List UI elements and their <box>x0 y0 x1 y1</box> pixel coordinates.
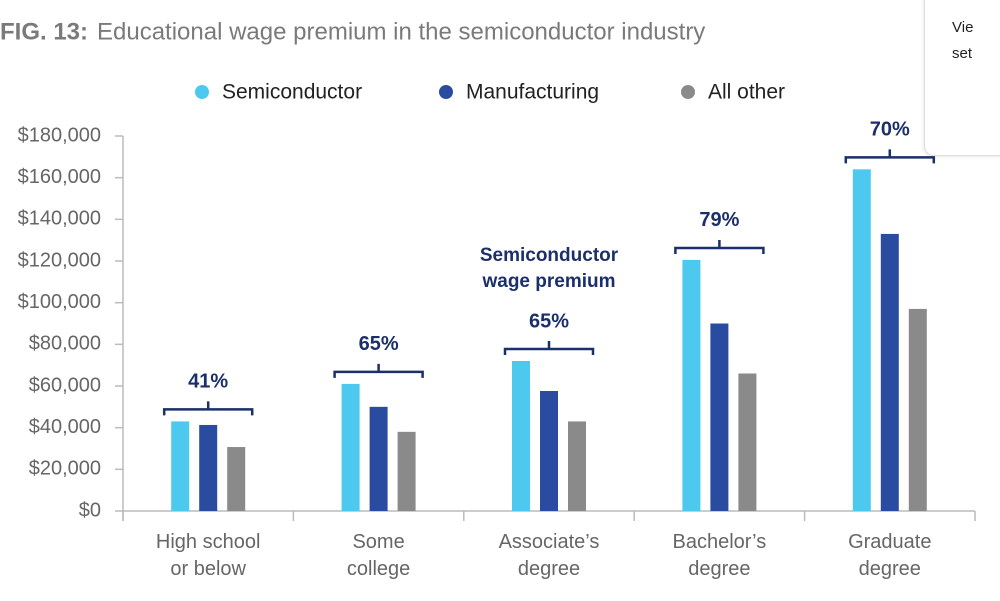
bar <box>227 447 246 511</box>
x-tick-label: Graduate degree <box>848 531 932 580</box>
bar <box>341 383 360 511</box>
bar <box>738 373 757 511</box>
y-tick-label: $0 <box>79 499 101 521</box>
premium-bracket <box>503 341 595 355</box>
popup-text: set <box>952 45 973 62</box>
bar <box>540 391 558 511</box>
x-tick-label: Bachelor’s degree <box>672 531 767 580</box>
bar <box>369 406 388 511</box>
premium-label: 65% <box>529 310 569 332</box>
bar <box>568 421 586 511</box>
x-tick-label: Associate’s degree <box>498 531 600 580</box>
bar <box>171 421 190 511</box>
legend-label: Manufacturing <box>466 81 599 104</box>
premium-bracket <box>844 149 936 164</box>
fig-label: FIG. 13: <box>0 18 88 45</box>
bar <box>880 233 899 511</box>
bar <box>852 169 871 512</box>
y-tick-label: $100,000 <box>18 291 101 313</box>
legend-swatch <box>439 85 453 99</box>
legend-label: All other <box>708 81 785 104</box>
bar <box>682 259 701 511</box>
y-tick-label: $180,000 <box>18 124 101 146</box>
bar <box>710 323 729 511</box>
y-tick-label: $20,000 <box>29 458 101 480</box>
legend-label: Semiconductor <box>222 81 362 104</box>
y-tick-label: $80,000 <box>29 333 101 355</box>
popup-text: Vie <box>952 19 974 36</box>
legend-swatch <box>681 85 695 99</box>
premium-label: 79% <box>699 209 739 231</box>
premium-label: 41% <box>188 371 228 393</box>
bar <box>199 424 218 511</box>
premium-bracket <box>333 363 424 378</box>
legend-swatch <box>195 85 209 99</box>
popup[interactable]: Vie set <box>924 0 1000 156</box>
premium-label: 65% <box>359 333 399 355</box>
bar <box>397 431 416 511</box>
premium-bracket <box>162 401 254 416</box>
premium-note: Semiconductor wage premium <box>479 245 619 292</box>
y-tick-label: $140,000 <box>18 208 101 230</box>
bar <box>512 361 530 511</box>
y-tick-label: $120,000 <box>18 249 101 271</box>
premium-bracket <box>674 239 765 254</box>
x-tick-label: Some college <box>346 531 411 580</box>
bar <box>908 308 927 511</box>
y-tick-label: $160,000 <box>18 166 101 188</box>
premium-label: 70% <box>870 119 910 141</box>
y-tick-label: $60,000 <box>29 374 101 396</box>
x-tick-label: High school or below <box>155 531 261 580</box>
chart-title: Educational wage premium in the semicond… <box>97 18 705 45</box>
y-tick-label: $40,000 <box>29 416 101 438</box>
